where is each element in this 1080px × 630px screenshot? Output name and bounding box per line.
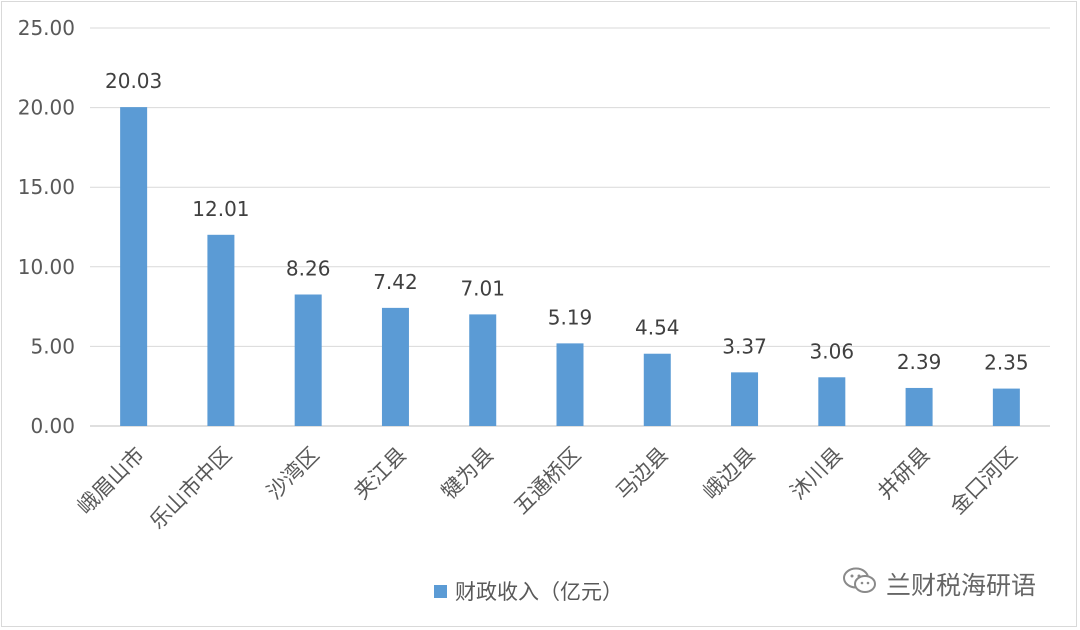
- x-tick-label: 沙湾区: [262, 443, 324, 505]
- legend-label: 财政收入（亿元）: [455, 580, 623, 604]
- data-label: 8.26: [286, 257, 331, 281]
- data-label: 20.03: [105, 69, 162, 93]
- data-label: 3.37: [722, 334, 767, 358]
- legend-swatch: [434, 584, 447, 598]
- data-labels: 20.03 12.01 8.26 7.42 7.01 5.19 4.54 3.37 3.06 2.…: [105, 69, 1029, 374]
- watermark: 兰财税海研语: [842, 566, 1036, 602]
- y-tick-label: 15.00: [18, 175, 75, 199]
- y-tick-label: 5.00: [30, 334, 75, 358]
- x-tick-label: 沐川县: [786, 443, 848, 505]
- bar: [643, 353, 671, 426]
- bar: [992, 388, 1020, 426]
- data-label: 4.54: [635, 316, 680, 340]
- y-tick-label: 0.00: [30, 414, 75, 438]
- bar: [469, 314, 497, 426]
- gridlines: [90, 27, 1050, 427]
- x-tick-label: 夹江县: [349, 443, 411, 505]
- data-label: 7.01: [460, 276, 505, 300]
- legend: 财政收入（亿元）: [434, 576, 623, 606]
- bar: [120, 107, 148, 426]
- x-tick-label: 井研县: [873, 443, 935, 505]
- x-tick-label: 峨边县: [699, 443, 761, 505]
- y-tick-label: 10.00: [18, 255, 75, 279]
- bar: [818, 377, 846, 426]
- data-label: 3.06: [810, 339, 855, 363]
- bar: [294, 294, 322, 426]
- watermark-text: 兰财税海研语: [886, 571, 1037, 600]
- y-tick-label: 25.00: [18, 16, 75, 40]
- x-tick-label: 金口河区: [946, 443, 1022, 519]
- y-tick-label: 20.00: [18, 96, 75, 120]
- y-axis-ticks: 0.00 5.00 10.00 15.00 20.00 25.00: [18, 16, 75, 438]
- x-tick-label: 马边县: [611, 443, 673, 505]
- bar: [905, 387, 933, 426]
- data-label: 2.39: [897, 350, 942, 374]
- bar: [381, 307, 409, 426]
- data-label: 2.35: [984, 351, 1029, 375]
- x-tick-label: 峨眉山市: [73, 443, 149, 519]
- bar: [731, 372, 759, 426]
- data-label: 5.19: [548, 305, 593, 329]
- x-tick-label: 犍为县: [437, 443, 499, 505]
- x-tick-label: 五通桥区: [509, 443, 585, 519]
- bars: [120, 107, 1020, 426]
- bar: [207, 234, 235, 426]
- bar: [556, 343, 584, 426]
- x-tick-label: 乐山市中区: [145, 443, 236, 534]
- data-label: 12.01: [192, 197, 249, 221]
- data-label: 7.42: [373, 270, 418, 294]
- wechat-icon: [842, 566, 878, 602]
